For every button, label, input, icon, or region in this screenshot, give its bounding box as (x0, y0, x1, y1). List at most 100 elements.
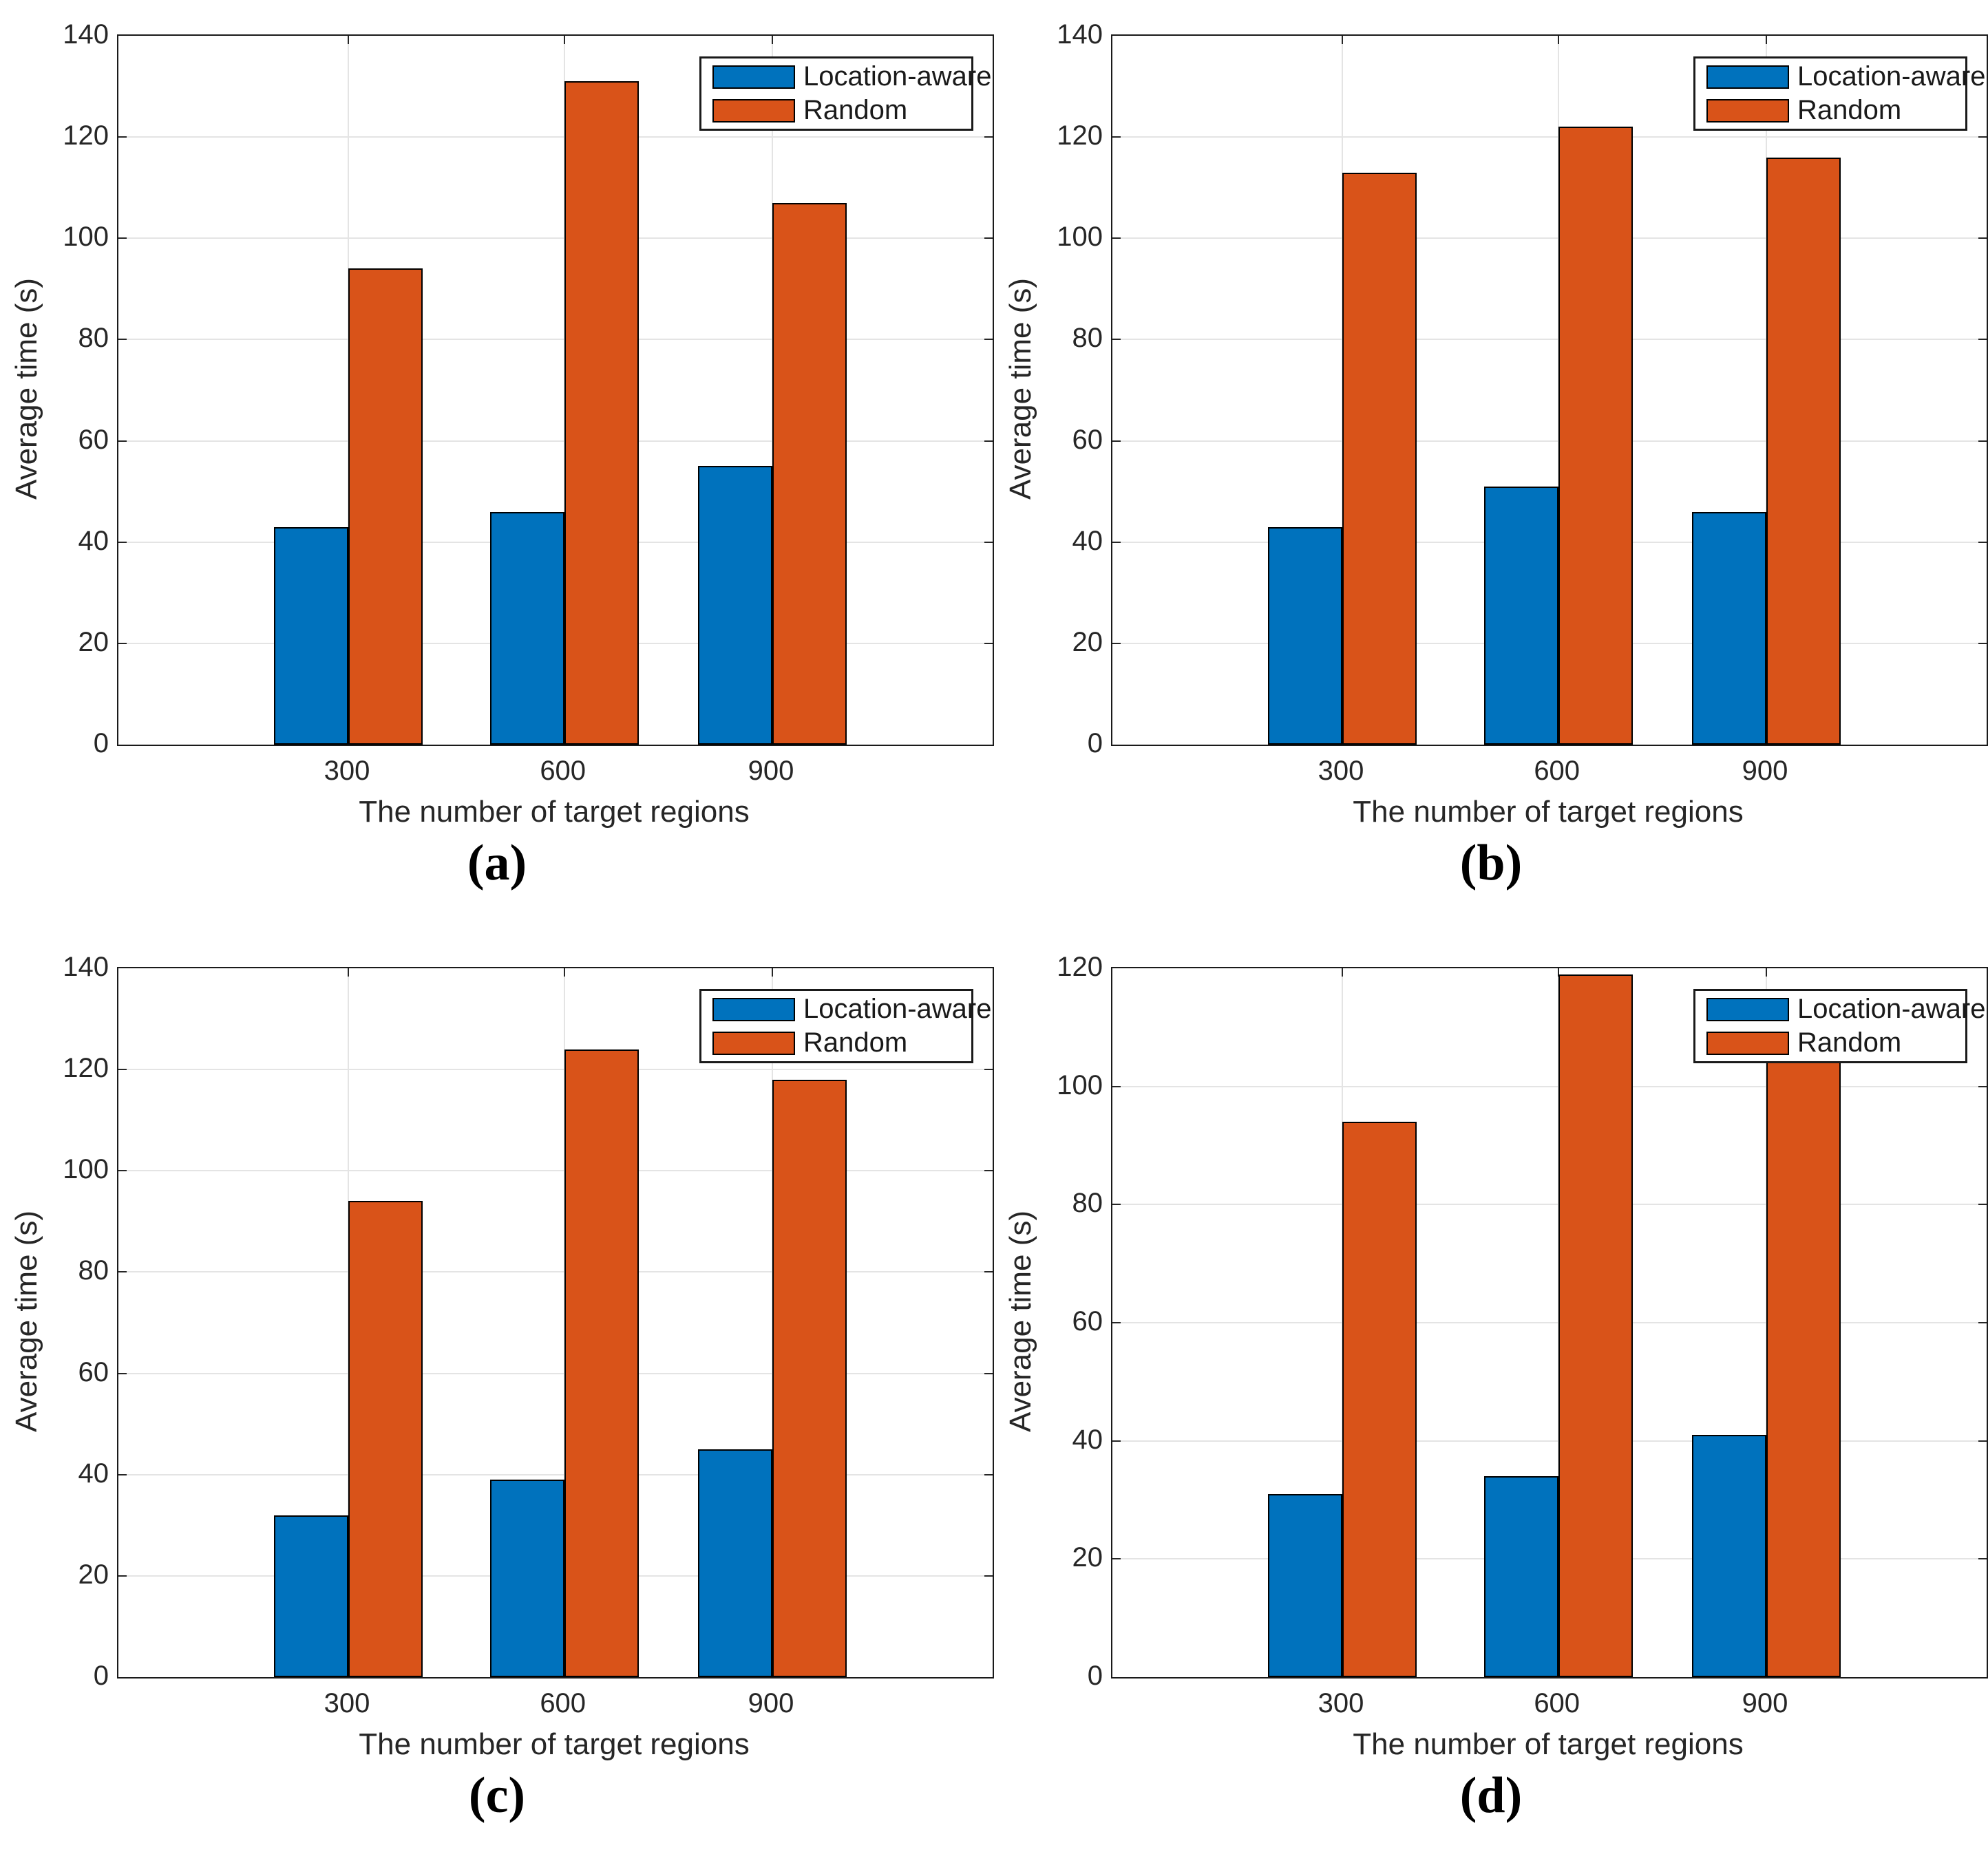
y-tick-mark-left (1112, 440, 1121, 442)
gridline-horizontal (1112, 1085, 1987, 1087)
x-tick-label: 900 (1742, 1688, 1788, 1718)
x-tick-label: 600 (1534, 756, 1580, 786)
y-tick-mark-left (118, 237, 127, 239)
y-tick-mark-right (1978, 1558, 1987, 1560)
legend-row: Random (1695, 1027, 1965, 1058)
legend-row: Random (1695, 95, 1965, 126)
bar-location-aware-900 (697, 1449, 772, 1677)
x-tick-mark-top (563, 36, 565, 44)
y-tick-mark-right (1978, 1085, 1987, 1087)
y-tick-mark-right (984, 136, 993, 138)
legend-label-random: Random (803, 1027, 908, 1058)
plot-area: Location-aware Random (117, 967, 994, 1678)
bar-location-aware-600 (1483, 1476, 1558, 1677)
y-tick-label: 20 (78, 1559, 109, 1590)
y-tick-label: 20 (1072, 1542, 1103, 1573)
y-tick-label: 80 (1072, 1188, 1103, 1219)
legend-row: Location-aware (1695, 61, 1986, 92)
y-tick-mark-left (1112, 1085, 1121, 1087)
y-tick-mark-left (118, 1575, 127, 1577)
gridline-horizontal (1112, 237, 1987, 239)
x-tick-label: 300 (1318, 1688, 1364, 1718)
y-tick-mark-left (118, 541, 127, 543)
y-tick-mark-right (984, 1271, 993, 1273)
y-axis-label-text: Average time (s) (10, 278, 43, 500)
legend-label-random: Random (1797, 95, 1902, 125)
bar-location-aware-300 (274, 1515, 348, 1677)
gridline-horizontal (118, 1372, 993, 1374)
bar-random-300 (1342, 1122, 1417, 1677)
y-tick-label: 0 (93, 1661, 109, 1691)
x-tick-label: 600 (540, 756, 586, 786)
bar-location-aware-600 (489, 1480, 564, 1677)
gridline-horizontal (118, 1170, 993, 1172)
gridline-horizontal (118, 136, 993, 138)
x-axis-label: The number of target regions (1353, 1727, 1744, 1761)
legend-swatch-random (712, 98, 795, 122)
y-tick-mark-left (118, 1372, 127, 1374)
y-tick-label: 120 (63, 120, 109, 151)
bar-location-aware-600 (1483, 487, 1558, 745)
y-tick-label: 80 (78, 323, 109, 354)
gridline-horizontal (118, 440, 993, 442)
y-tick-mark-left (118, 136, 127, 138)
x-tick-mark-top (771, 36, 773, 44)
gridline-horizontal (118, 339, 993, 341)
y-tick-label: 0 (1087, 1661, 1103, 1691)
gridline-horizontal (1112, 440, 1987, 442)
y-tick-mark-right (1978, 136, 1987, 138)
plot-area: Location-aware Random (1111, 967, 1988, 1678)
legend-label-location-aware: Location-aware (1797, 994, 1986, 1024)
bar-location-aware-300 (274, 527, 348, 745)
y-tick-label: 60 (78, 424, 109, 455)
gridline-horizontal (1112, 1440, 1987, 1442)
legend-row: Random (701, 1027, 971, 1058)
y-tick-mark-right (984, 237, 993, 239)
gridline-horizontal (1112, 1322, 1987, 1323)
y-tick-label: 140 (1057, 19, 1103, 50)
y-tick-label: 0 (93, 728, 109, 758)
bar-random-600 (1558, 127, 1633, 745)
y-tick-mark-right (1978, 541, 1987, 543)
x-tick-label: 300 (324, 1688, 370, 1718)
legend-label-random: Random (1797, 1027, 1902, 1058)
y-tick-mark-left (1112, 1204, 1121, 1206)
y-tick-label: 120 (63, 1053, 109, 1084)
y-tick-label: 80 (1072, 323, 1103, 354)
legend-row: Location-aware (701, 994, 992, 1025)
y-tick-label: 80 (78, 1255, 109, 1286)
bar-location-aware-300 (1268, 527, 1342, 745)
legend-swatch-location-aware (712, 997, 795, 1021)
panel-caption-b: (b) (1459, 835, 1523, 891)
legend-row: Random (701, 95, 971, 126)
x-tick-label: 300 (324, 756, 370, 786)
y-tick-mark-right (984, 642, 993, 644)
y-tick-mark-right (984, 1170, 993, 1172)
y-tick-mark-right (1978, 1322, 1987, 1323)
bar-random-300 (348, 1201, 423, 1677)
y-tick-mark-right (984, 1473, 993, 1475)
y-tick-mark-right (1978, 339, 1987, 341)
y-tick-label: 40 (78, 525, 109, 556)
x-tick-mark-top (1342, 968, 1343, 977)
y-tick-mark-right (984, 1575, 993, 1577)
bar-location-aware-300 (1268, 1494, 1342, 1677)
x-tick-mark-top (1557, 36, 1559, 44)
x-tick-mark-top (1557, 968, 1559, 977)
bar-random-900 (1766, 158, 1841, 745)
y-tick-label: 100 (63, 222, 109, 253)
legend-swatch-location-aware (1706, 65, 1789, 89)
y-tick-mark-left (1112, 136, 1121, 138)
legend-label-random: Random (803, 95, 908, 125)
y-tick-label: 140 (63, 19, 109, 50)
bar-location-aware-900 (697, 466, 772, 745)
y-tick-mark-left (118, 1473, 127, 1475)
x-tick-mark-top (348, 968, 349, 977)
x-axis-label: The number of target regions (359, 795, 750, 829)
bar-random-900 (1766, 1016, 1841, 1677)
y-tick-mark-left (1112, 541, 1121, 543)
y-tick-label: 100 (1057, 1069, 1103, 1100)
plot-area: Location-aware Random (1111, 34, 1988, 746)
y-tick-mark-left (1112, 1322, 1121, 1323)
